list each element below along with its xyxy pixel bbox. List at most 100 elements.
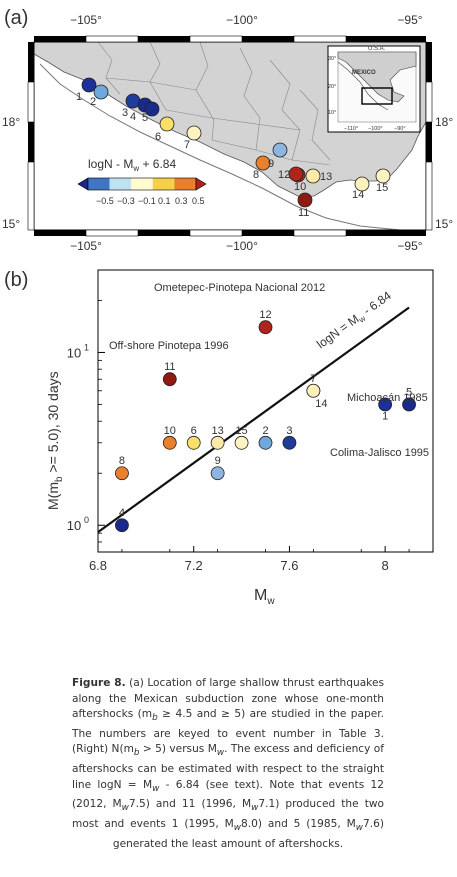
scatter-point-label: 7 xyxy=(310,373,316,385)
svg-text:30°: 30° xyxy=(328,56,336,62)
scatter-point xyxy=(115,467,128,480)
caption-text-6: 7.5) and 11 (1996, M xyxy=(129,798,251,810)
scatter-point-label: 4 xyxy=(119,507,125,519)
colorbar-swatch xyxy=(110,178,132,190)
scatter-point-label: 15 xyxy=(235,425,247,437)
lat-tick-right-15: 15° xyxy=(435,217,453,231)
fit-line-label: logN = Mw - 6.84 xyxy=(314,288,395,353)
lon-tick-top-2: −100° xyxy=(226,13,258,27)
scatter-point xyxy=(259,436,272,449)
scatter-point xyxy=(259,321,272,334)
map-panel: (a) −105° −100° −95° −105° −100° −95° 18… xyxy=(0,0,457,255)
map-event-label: 15 xyxy=(376,182,388,194)
map-event-marker xyxy=(273,143,287,157)
svg-text:20°: 20° xyxy=(328,84,336,90)
map-event-label: 6 xyxy=(155,131,161,143)
scatter-point xyxy=(115,519,128,532)
annotation-offshore: Off-shore Pinotepa 1996 xyxy=(109,340,229,352)
map-event-marker xyxy=(82,78,96,92)
svg-text:10°: 10° xyxy=(328,110,336,116)
colorbar-swatch xyxy=(88,178,110,190)
figure-caption: Figure 8. (a) Location of large shallow … xyxy=(72,676,384,852)
panel-b-label: (b) xyxy=(4,269,28,291)
lon-tick-bottom-2: −100° xyxy=(226,239,258,253)
map-event-label: 3 xyxy=(122,107,128,119)
map-event-label: 5 xyxy=(142,112,148,124)
colorbar-tick-6: 0.5 xyxy=(192,196,205,206)
y-tick-exponent: 1 xyxy=(84,342,89,352)
lon-tick-top-1: −105° xyxy=(70,13,102,27)
map-event-label: 13 xyxy=(320,171,332,183)
colorbar-tick-4: 0.1 xyxy=(158,196,171,206)
svg-text:U.S.A.: U.S.A. xyxy=(368,46,386,52)
annotation-michoacan: Michoacán 1985 xyxy=(347,392,428,404)
x-tick-label: 8 xyxy=(382,558,389,573)
panel-a-label: (a) xyxy=(4,7,28,29)
scatter-point xyxy=(211,436,224,449)
map-event-label: 7 xyxy=(184,139,190,151)
svg-text:MEXICO: MEXICO xyxy=(352,70,376,76)
y-tick-exponent: 0 xyxy=(84,515,89,525)
colorbar-title: logN - Mw + 6.84 xyxy=(88,157,176,173)
scatter-point xyxy=(235,436,248,449)
scatter-point-label: 8 xyxy=(119,455,125,467)
scatter-point-label: 11 xyxy=(164,361,175,373)
map-event-marker xyxy=(160,117,174,131)
lon-tick-top-3: −95° xyxy=(397,13,422,27)
colorbar-tick-2: −0.3 xyxy=(117,196,135,206)
lat-tick-left-18: 18° xyxy=(2,115,20,129)
scatter-point-label: 12 xyxy=(259,309,271,321)
x-tick-label: 7.6 xyxy=(280,558,298,573)
colorbar-swatch xyxy=(153,178,175,190)
svg-text:−100°: −100° xyxy=(368,126,383,132)
annotation-colima: Colima-Jalisco 1995 xyxy=(330,447,429,459)
x-tick-label: 6.8 xyxy=(89,558,107,573)
scatter-point-label: 14 xyxy=(315,398,327,410)
y-tick-label: 10 xyxy=(67,345,81,360)
map-event-label: 8 xyxy=(253,169,259,181)
caption-sub-w5: w xyxy=(234,823,241,833)
x-tick-label: 7.2 xyxy=(185,558,203,573)
figure-label: Figure 8. xyxy=(72,677,126,689)
colorbar-swatch xyxy=(174,178,196,190)
scatter-point-label: 10 xyxy=(164,425,176,437)
caption-sub-w3: w xyxy=(122,804,129,814)
map-event-label: 2 xyxy=(90,96,96,108)
map-event-marker xyxy=(187,126,201,140)
scatter-point-label: 6 xyxy=(191,425,197,437)
caption-text-8: 8.0) and 5 (1985, M xyxy=(241,818,356,830)
map-event-label: 1 xyxy=(76,91,82,103)
scatter-point-label: 9 xyxy=(215,455,221,467)
scatter-point-label: 13 xyxy=(212,425,224,437)
map-event-label: 11 xyxy=(298,207,309,219)
colorbar-tick-1: −0.5 xyxy=(96,196,114,206)
map-event-label: 9 xyxy=(268,158,274,170)
lat-tick-left-15: 15° xyxy=(2,217,20,231)
scatter-point-label: 3 xyxy=(286,425,292,437)
annotation-ometepec: Ometepec-Pinotepa Nacional 2012 xyxy=(154,282,325,294)
lon-tick-bottom-3: −95° xyxy=(397,239,422,253)
map-event-marker xyxy=(298,193,312,207)
map-event-label: 10 xyxy=(294,181,306,193)
scatter-point-label: 1 xyxy=(382,410,388,422)
scatter-point xyxy=(187,436,200,449)
map-event-marker xyxy=(289,167,303,181)
scatter-point-label: 2 xyxy=(262,425,268,437)
scatter-point xyxy=(163,373,176,386)
y-tick-label: 10 xyxy=(67,518,81,533)
caption-sub-w6: w xyxy=(356,823,363,833)
scatter-point xyxy=(307,384,320,397)
map-event-marker xyxy=(376,169,390,183)
colorbar-swatch xyxy=(131,178,153,190)
map-event-label: 12 xyxy=(278,169,290,181)
colorbar-tick-5: 0.3 xyxy=(175,196,188,206)
map-event-label: 4 xyxy=(130,111,136,123)
x-axis-label: Mw xyxy=(254,587,275,607)
scatter-point xyxy=(211,467,224,480)
colorbar-tick-3: −0.1 xyxy=(138,196,156,206)
y-axis-label: M(mb >= 5.0), 30 days xyxy=(45,371,65,510)
caption-sub-w1: w xyxy=(217,749,224,759)
caption-text-3: > 5) versus M xyxy=(140,743,217,755)
svg-text:−90°: −90° xyxy=(394,126,406,132)
scatter-panel: (b) M(mb >= 5.0), 30 days Mw 6.8 7.2 7.6 8 1… xyxy=(0,260,457,660)
